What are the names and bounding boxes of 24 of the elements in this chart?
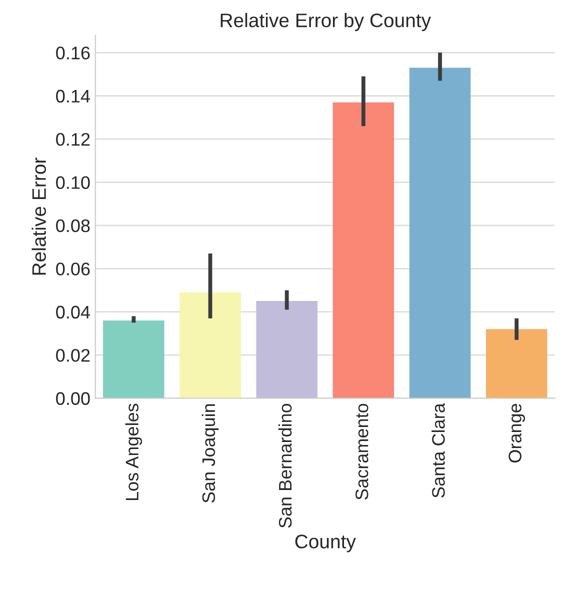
y-tick-label: 0.10 [56, 176, 90, 189]
chart-title: Relative Error by County [220, 12, 431, 32]
x-tick-label: Orange [508, 404, 526, 462]
x-tick-label: Los Angeles [125, 404, 142, 500]
y-tick-label: 0.06 [56, 262, 90, 276]
y-tick-label: 0.08 [56, 219, 90, 232]
bar [180, 292, 241, 398]
x-tick-label: San Joaquin [202, 404, 219, 503]
x-tick-label: Sacramento [355, 404, 368, 500]
y-tick-label: 0.16 [56, 46, 90, 60]
bar [409, 68, 471, 398]
y-tick-label: 0.14 [56, 90, 90, 103]
y-tick-label: 0.00 [56, 392, 90, 405]
x-axis-title: County [295, 534, 356, 552]
bar [103, 320, 164, 398]
bar [332, 102, 394, 398]
y-tick-label: 0.12 [56, 133, 90, 146]
y-tick-label: 0.02 [56, 348, 90, 362]
bar [256, 301, 318, 398]
x-tick-label: San Bernardino [278, 404, 292, 528]
bar [486, 329, 548, 398]
y-tick-label: 0.04 [56, 306, 90, 319]
x-tick-label: Santa Clara [432, 403, 445, 498]
y-axis-title: Relative Error [32, 158, 46, 275]
